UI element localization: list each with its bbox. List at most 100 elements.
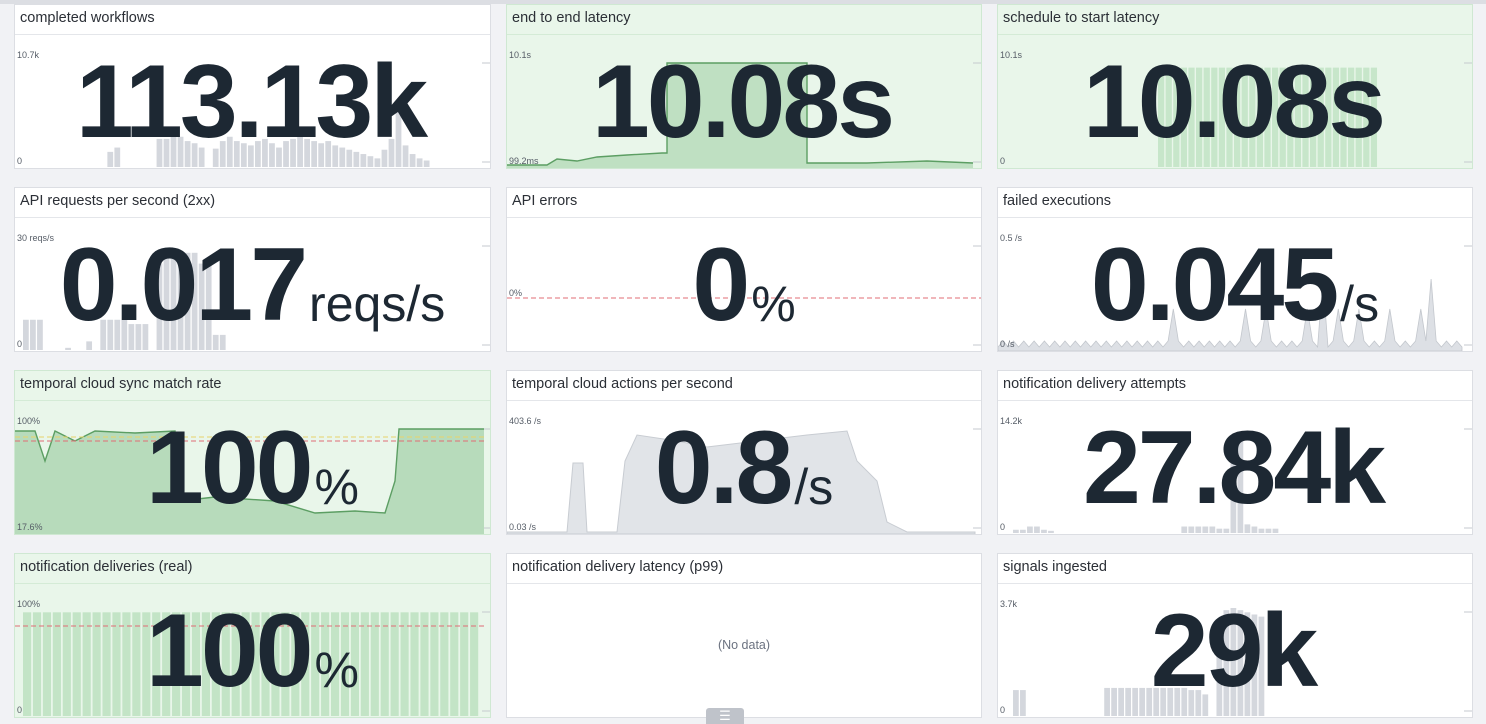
chart-bar (430, 612, 439, 716)
line-area (15, 429, 484, 534)
chart-bar (1294, 67, 1302, 167)
widget-api-errors[interactable]: API errors 0% 0% (506, 187, 982, 352)
chart-bar (198, 263, 205, 350)
chart-bar (402, 145, 409, 167)
chart-bar (1165, 67, 1172, 167)
chart-bar (1180, 67, 1188, 167)
widget-notification-delivery-latency-p99[interactable]: notification delivery latency (p99) (No … (506, 553, 982, 718)
chart-bar (181, 612, 191, 716)
y-axis-min-label: 17.6% (17, 522, 43, 532)
chart-bar (32, 612, 42, 716)
y-axis-min-label: 0 (17, 339, 23, 349)
widget-completed-workflows[interactable]: completed workflows 10.7k 0 113.13k (14, 4, 491, 169)
chart-bar (191, 252, 198, 350)
area-series (507, 430, 976, 534)
chart-bar (353, 151, 360, 167)
chart-bar (1216, 649, 1223, 716)
chart-bar (52, 612, 61, 716)
widget-body: 0% 0% (507, 217, 981, 351)
widget-api-requests-per-second[interactable]: API requests per second (2xx) 30 reqs/s … (14, 187, 491, 352)
widget-end-to-end-latency[interactable]: end to end latency 10.1s 99.2ms 10.08s (506, 4, 982, 169)
chart-bar (1041, 529, 1047, 533)
chart-bar (156, 263, 163, 350)
chart-bar (390, 612, 399, 716)
chart-bar (211, 612, 220, 716)
chart-bar (276, 147, 282, 167)
chart-bar (1158, 67, 1165, 167)
widget-schedule-to-start-latency[interactable]: schedule to start latency 10.1s 0 10.08s (997, 4, 1473, 169)
chart-bar (247, 145, 254, 167)
chart-bar (1202, 526, 1209, 533)
chart-bar (37, 319, 43, 350)
chart-bar (1203, 67, 1210, 167)
chart-bar (102, 612, 111, 716)
chart-bar (62, 612, 71, 716)
chart-bar (423, 160, 430, 167)
bar-chart (1013, 608, 1472, 716)
chart-bar (30, 319, 36, 350)
chart-bar (1139, 687, 1146, 716)
chart-bar (291, 612, 300, 716)
y-axis-min-label: 0 (17, 705, 23, 715)
y-axis-min-label: 0 (1000, 522, 1006, 532)
chart-bar (86, 341, 93, 350)
widget-failed-executions[interactable]: failed executions 0.5 /s 0 /s 0.045/s (997, 187, 1473, 352)
chart-bar (1249, 67, 1256, 167)
widget-body: 10.7k 0 113.13k (15, 34, 490, 168)
line-chart (507, 245, 981, 346)
chart-bar (1034, 526, 1040, 533)
widget-temporal-cloud-sync-match-rate[interactable]: temporal cloud sync match rate 100% 17.6… (14, 370, 491, 535)
chart-bar (1256, 67, 1264, 167)
chart-bar (409, 154, 416, 167)
chart-bar (339, 147, 346, 167)
chart-bar (1216, 528, 1223, 533)
chart-bar (1279, 67, 1286, 167)
widget-signals-ingested[interactable]: signals ingested 3.7k 0 29k (997, 553, 1473, 718)
chart-bar (1223, 610, 1230, 716)
chart-bar (1226, 67, 1233, 167)
chart-bar (92, 612, 101, 716)
chart-bar (191, 612, 201, 716)
chart-bar (201, 612, 210, 716)
widget-body: 10.1s 0 10.08s (998, 34, 1472, 168)
chart-bar (142, 612, 151, 716)
widget-notification-deliveries-real[interactable]: notification deliveries (real) 100% 0 10… (14, 553, 491, 718)
chart-bar (42, 612, 52, 716)
chart-bar (321, 612, 330, 716)
line-chart (507, 62, 981, 168)
chart-bar (1272, 67, 1279, 167)
line-chart (15, 428, 490, 534)
chart-bar (1251, 526, 1258, 533)
y-axis-min-label: 0 (17, 156, 23, 166)
chart-bar (400, 612, 409, 716)
chart-bar (297, 136, 303, 167)
chart-bar (367, 156, 374, 167)
chart-bar (1020, 690, 1026, 716)
chart-bar (107, 151, 114, 167)
no-data-message: (No data) (717, 638, 771, 652)
chart-bar (226, 136, 233, 167)
chart-bar (122, 612, 131, 716)
y-axis-max-label: 3.7k (1000, 599, 1018, 609)
chart-bar (1272, 528, 1279, 533)
spike-area (998, 278, 1463, 351)
widget-notification-delivery-attempts[interactable]: notification delivery attempts 14.2k 0 2… (997, 370, 1473, 535)
list-icon[interactable]: ☰ (706, 708, 744, 724)
widget-body: 3.7k 0 29k (998, 583, 1472, 717)
widget-temporal-cloud-actions-per-second[interactable]: temporal cloud actions per second 403.6 … (506, 370, 982, 535)
chart-bar (112, 612, 121, 716)
chart-bar (65, 347, 71, 350)
chart-bar (1251, 614, 1258, 716)
chart-bar (290, 138, 296, 167)
chart-bar (1317, 67, 1324, 167)
chart-bar (221, 612, 230, 716)
chart-bar (152, 612, 161, 716)
widget-title: end to end latency (512, 10, 631, 26)
chart-bar (440, 612, 449, 716)
chart-bar (177, 252, 184, 350)
chart-bar (1181, 526, 1188, 533)
chart-bar (380, 612, 389, 716)
chart-bar (184, 252, 191, 350)
chart-bar (1355, 67, 1362, 167)
chart-bar (1241, 67, 1248, 167)
